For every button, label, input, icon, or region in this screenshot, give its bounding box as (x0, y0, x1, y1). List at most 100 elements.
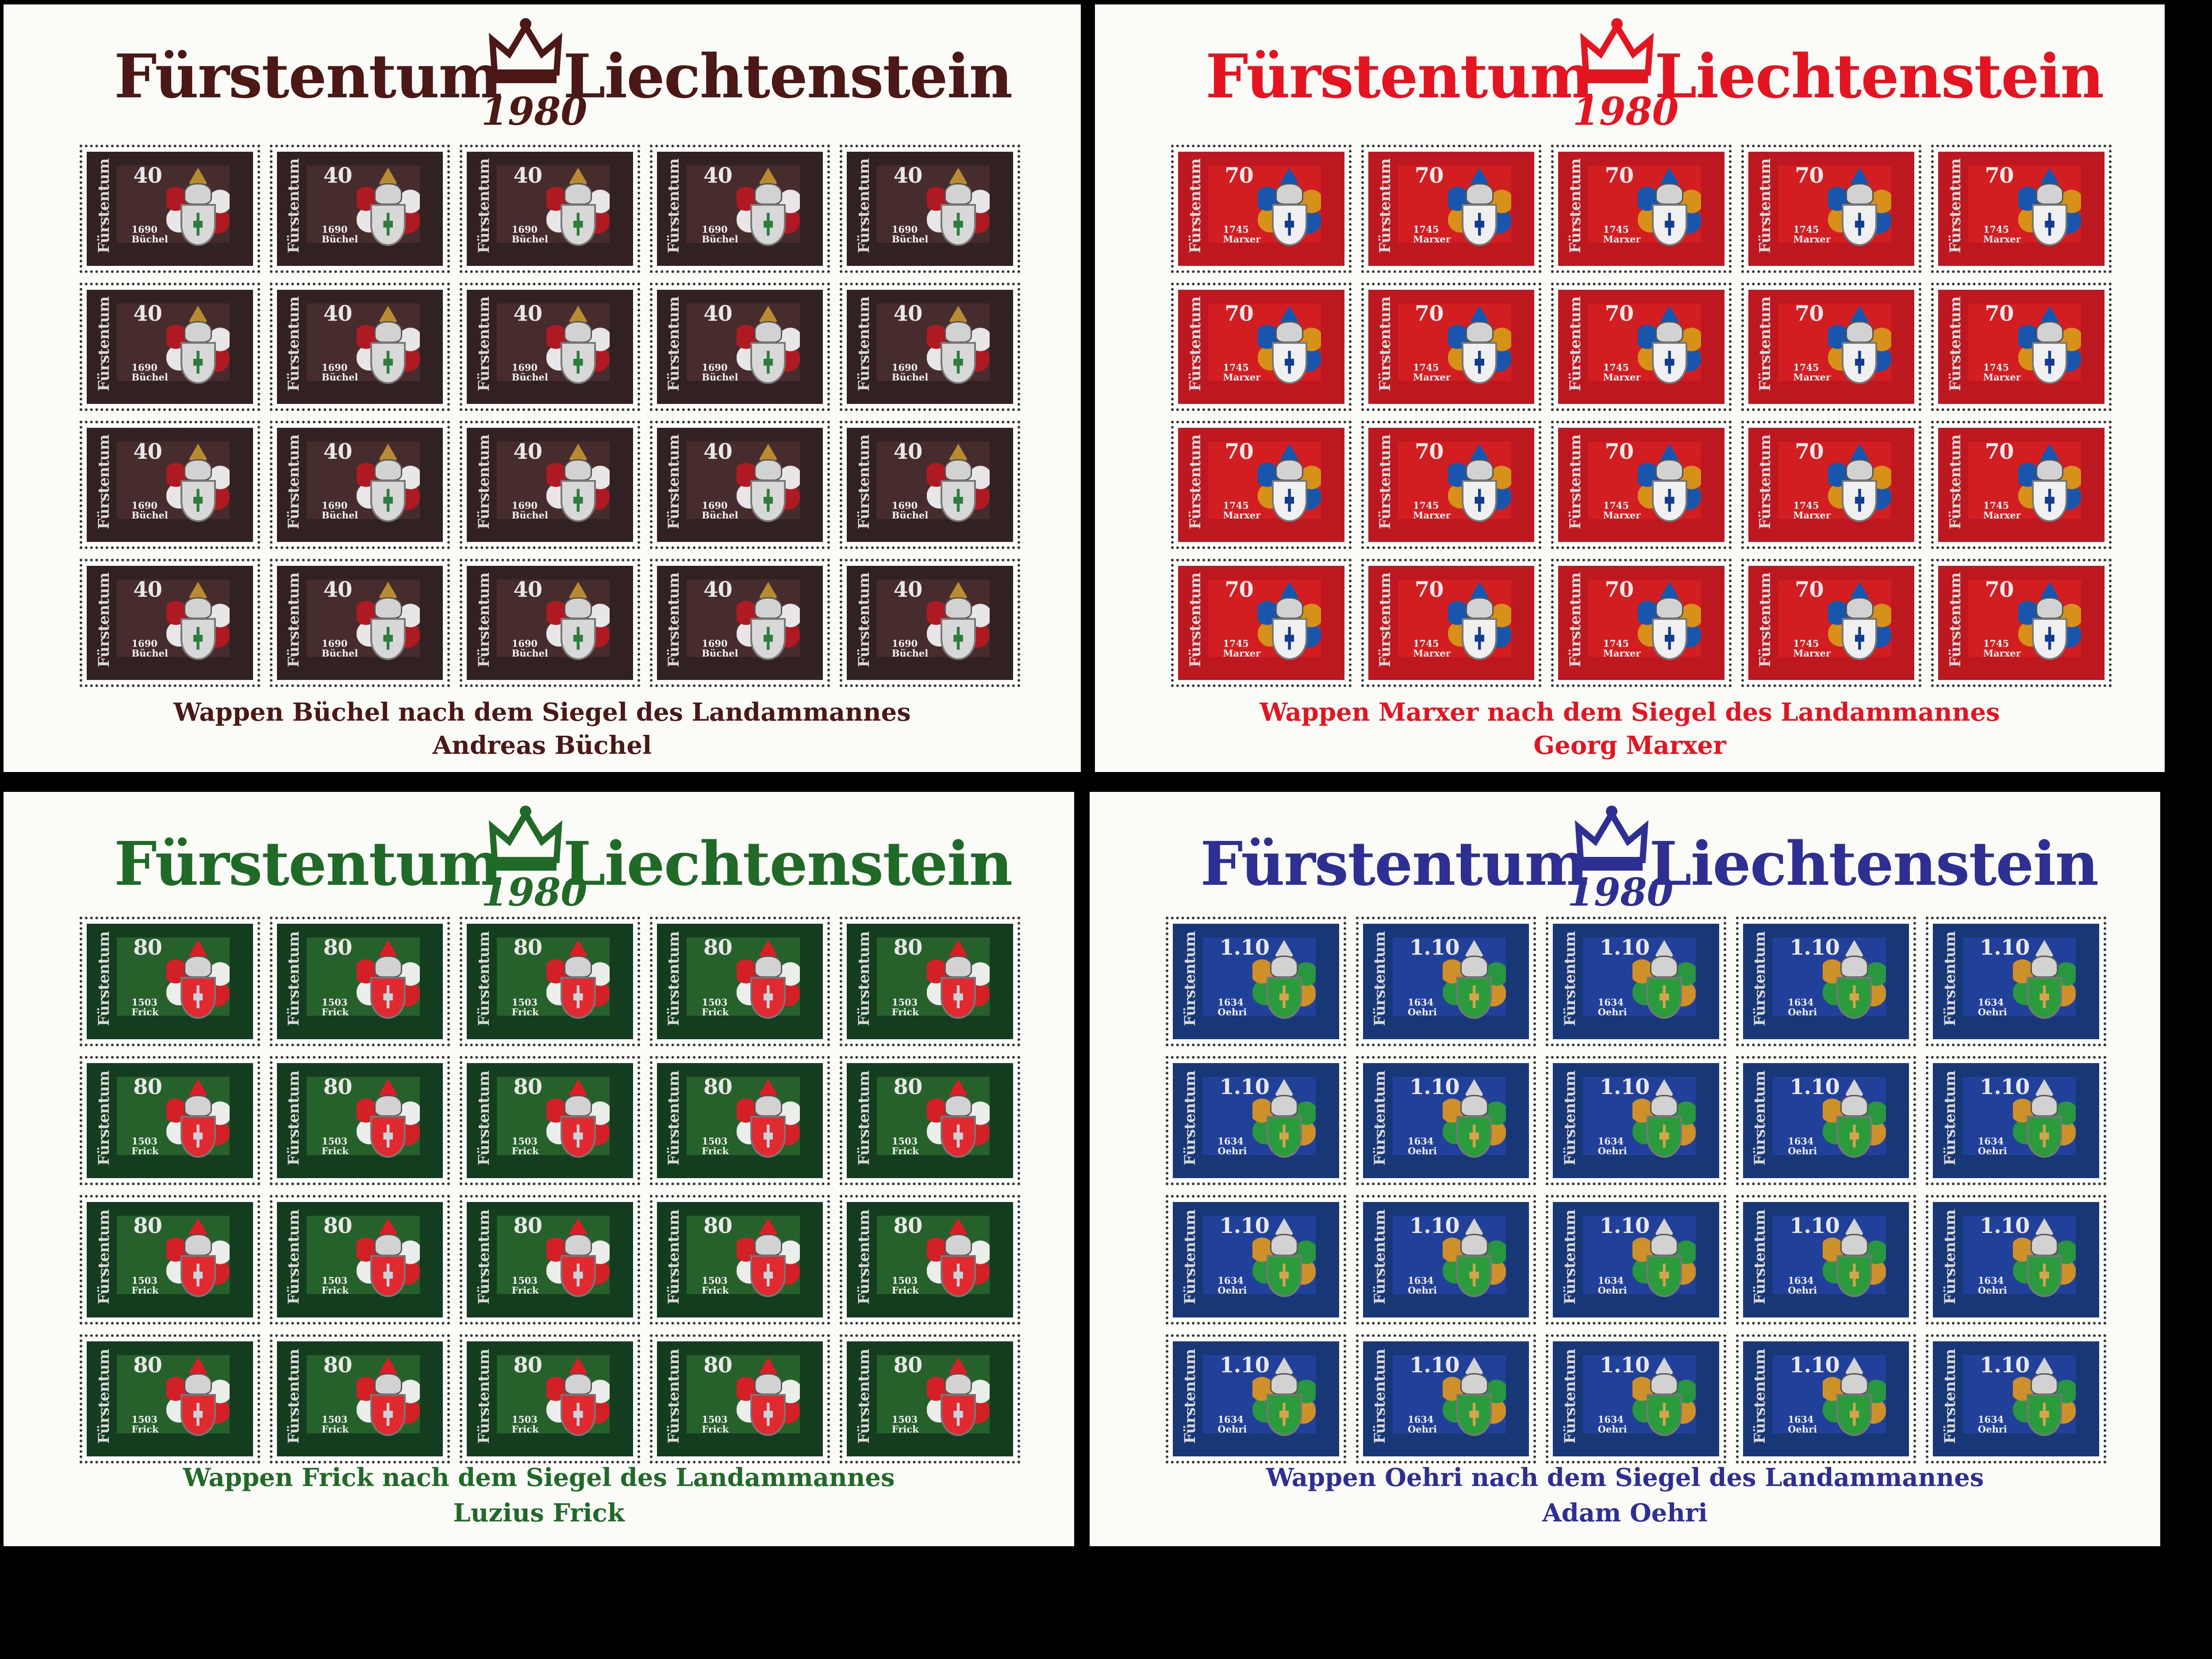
stamp-name: 1690 Büchel (511, 500, 549, 521)
stamp-name: 1634 Oehri (1978, 1414, 2007, 1435)
title-year: 1980 (1573, 89, 1679, 134)
coat-of-arms-icon (926, 582, 990, 668)
stamp-value: 70 (1414, 439, 1444, 464)
stamp: Fürstentum 70 1745 Marxer (1551, 421, 1732, 549)
stamp-name: 1690 Büchel (891, 362, 929, 383)
stamp-value: 70 (1605, 301, 1634, 326)
coat-of-arms-icon (1638, 582, 1701, 668)
stamp-name: 1503 Frick (702, 996, 729, 1018)
coat-of-arms-icon (1638, 444, 1701, 530)
coat-of-arms-icon (737, 168, 800, 254)
coat-of-arms-icon (356, 168, 420, 254)
stamp-name: 1634 Oehri (1217, 1414, 1247, 1435)
coat-of-arms-icon (1823, 1079, 1886, 1167)
stamp-value: 70 (1225, 439, 1254, 464)
stamp-value: 40 (323, 439, 353, 464)
stamp-value: 80 (513, 935, 542, 960)
crown-icon (1580, 18, 1654, 83)
stamp-name: 1745 Marxer (1603, 362, 1641, 383)
stamp: Fürstentum 70 1745 Marxer (1741, 283, 1922, 411)
coat-of-arms-icon (926, 940, 990, 1027)
coat-of-arms-icon (166, 582, 230, 668)
stamp: Fürstentum 40 1690 Büchel (269, 145, 450, 273)
stamp-name: 1745 Marxer (1223, 638, 1261, 659)
stamp-name: 1745 Marxer (1223, 224, 1261, 245)
stamp: Fürstentum 40 1690 Büchel (460, 421, 640, 549)
title-liechtenstein: Liechtenstein (1649, 829, 2099, 899)
stamp: Fürstentum 80 1503 Frick (840, 1056, 1020, 1185)
stamp: Fürstentum 40 1690 Büchel (840, 559, 1020, 687)
coat-of-arms-icon (2018, 444, 2081, 530)
coat-of-arms-icon (166, 444, 230, 530)
title-fuerstentum: Fürstentum (1206, 41, 1594, 112)
stamp-value: 80 (323, 1214, 353, 1239)
stamp: Fürstentum 40 1690 Büchel (80, 559, 260, 687)
coat-of-arms-icon (1252, 1357, 1316, 1445)
coat-of-arms-icon (737, 582, 800, 668)
coat-of-arms-icon (1252, 1079, 1316, 1167)
stamp-name: 1634 Oehri (1217, 1275, 1247, 1296)
coat-of-arms-icon (1828, 168, 1891, 254)
coat-of-arms-icon (1448, 444, 1511, 530)
stamp-name: 1634 Oehri (1598, 1414, 1627, 1435)
coat-of-arms-icon (926, 306, 990, 392)
stamp: Fürstentum 80 1503 Frick (649, 1056, 830, 1185)
coat-of-arms-icon (1448, 306, 1511, 392)
stamp-name: 1634 Oehri (1788, 996, 1817, 1018)
stamp: Fürstentum 70 1745 Marxer (1931, 145, 2112, 273)
coat-of-arms-icon (2012, 1079, 2076, 1167)
stamp-name: 1503 Frick (891, 1136, 919, 1157)
stamp: Fürstentum 70 1745 Marxer (1171, 559, 1352, 687)
stamp-value: 80 (893, 1074, 923, 1099)
stamp-value: 40 (513, 577, 542, 602)
stamp: Fürstentum 40 1690 Büchel (80, 421, 260, 549)
stamp: Fürstentum 80 1503 Frick (80, 917, 260, 1046)
stamp-value: 70 (1605, 439, 1634, 464)
stamp: Fürstentum 1.10 1634 Oehri (1926, 1056, 2106, 1185)
coat-of-arms-icon (546, 168, 610, 254)
stamp: Fürstentum 1.10 1634 Oehri (1356, 1195, 1536, 1325)
coat-of-arms-icon (1442, 940, 1506, 1027)
coat-of-arms-icon (1823, 1357, 1886, 1445)
coat-of-arms-icon (1442, 1079, 1506, 1167)
stamp: Fürstentum 40 1690 Büchel (649, 559, 830, 687)
stamp-value: 40 (323, 577, 353, 602)
stamp-name: 1745 Marxer (1603, 224, 1641, 245)
crown-icon (488, 806, 563, 871)
stamp-name: 1634 Oehri (1408, 1136, 1437, 1157)
stamp: Fürstentum 1.10 1634 Oehri (1926, 917, 2106, 1046)
stamp-value: 80 (893, 1214, 923, 1239)
stamp-name: 1634 Oehri (1978, 1136, 2007, 1157)
stamp-name: 1503 Frick (322, 1275, 349, 1296)
stamp-name: 1745 Marxer (1603, 500, 1641, 521)
coat-of-arms-icon (737, 1357, 800, 1445)
stamp-name: 1503 Frick (131, 1275, 159, 1296)
coat-of-arms-icon (2018, 582, 2081, 668)
stamp-name: 1745 Marxer (1793, 224, 1831, 245)
coat-of-arms-icon (546, 444, 610, 530)
stamp: Fürstentum 1.10 1634 Oehri (1166, 917, 1346, 1046)
stamp-value: 70 (1225, 577, 1254, 602)
stamp-name: 1503 Frick (322, 1414, 349, 1435)
stamp-value: 70 (1794, 301, 1824, 326)
stamp-name: 1745 Marxer (1983, 224, 2021, 245)
stamp-sheet-frick: Fürstentum 1980 Liechtenstein Fürstentum… (4, 792, 1074, 1546)
stamp-value: 80 (513, 1074, 542, 1099)
coat-of-arms-icon (1442, 1218, 1506, 1306)
stamp-name: 1634 Oehri (1978, 1275, 2007, 1296)
stamp: Fürstentum 40 1690 Büchel (840, 145, 1020, 273)
stamp-name: 1634 Oehri (1217, 996, 1247, 1018)
coat-of-arms-icon (546, 582, 610, 668)
coat-of-arms-icon (1258, 444, 1321, 530)
stamp: Fürstentum 80 1503 Frick (840, 1195, 1020, 1325)
title-fuerstentum: Fürstentum (1200, 829, 1588, 899)
stamp: Fürstentum 1.10 1634 Oehri (1166, 1195, 1346, 1325)
title-year: 1980 (1567, 870, 1674, 915)
stamp: Fürstentum 1.10 1634 Oehri (1166, 1056, 1346, 1185)
stamp: Fürstentum 70 1745 Marxer (1551, 559, 1732, 687)
coat-of-arms-icon (166, 168, 230, 254)
stamp: Fürstentum 80 1503 Frick (649, 917, 830, 1046)
stamp-value: 40 (893, 163, 923, 188)
coat-of-arms-icon (926, 1357, 990, 1445)
stamp-name: 1690 Büchel (511, 638, 549, 659)
